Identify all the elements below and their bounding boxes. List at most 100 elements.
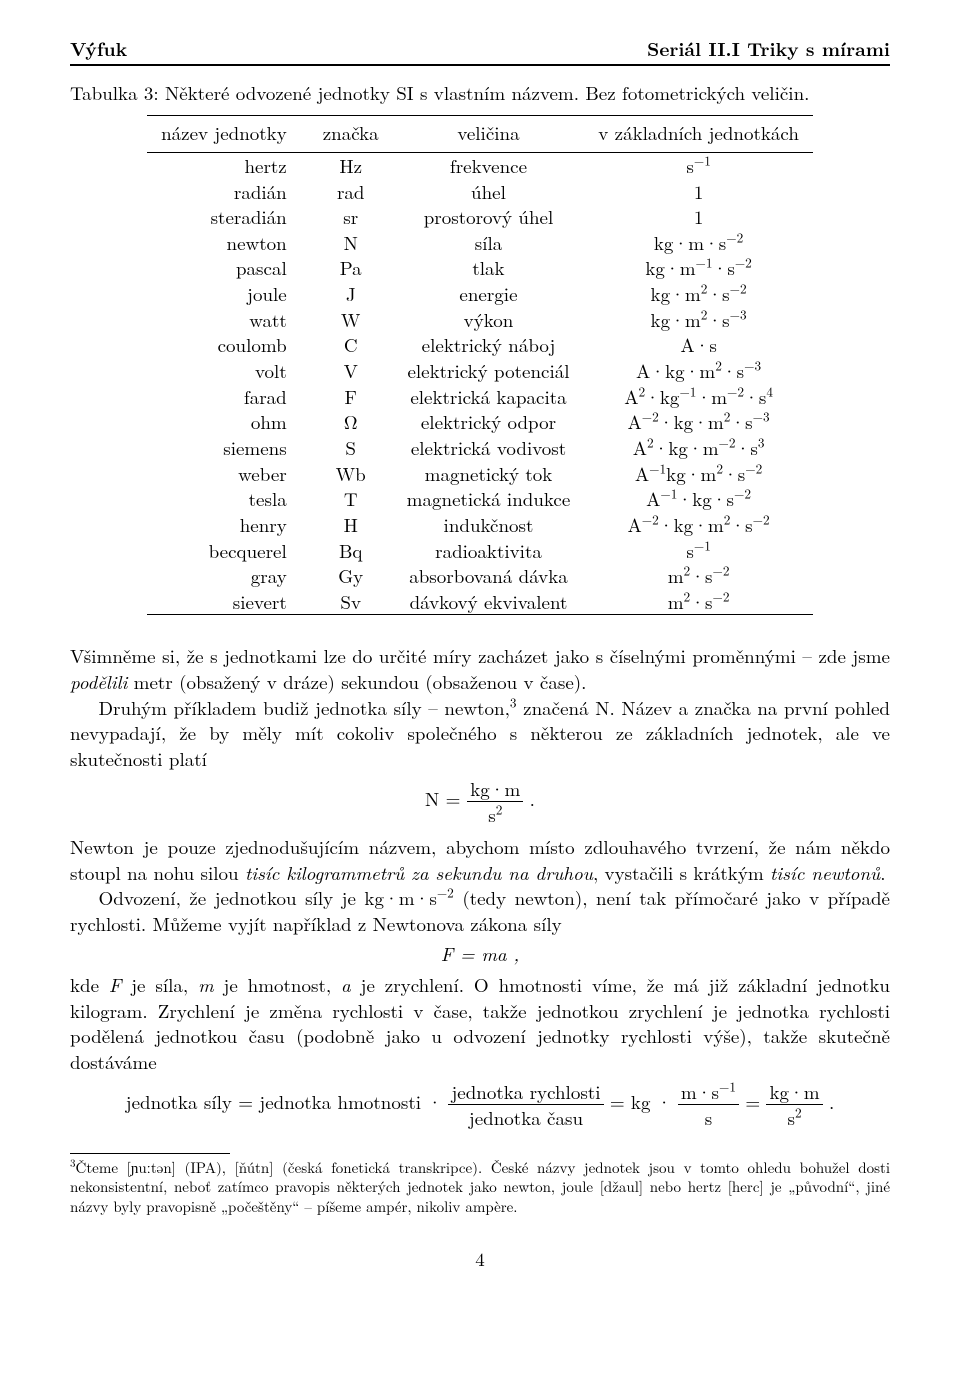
cell-quantity: energie [393,281,585,307]
cell-symbol: H [309,512,393,538]
cell-symbol: N [309,230,393,256]
cell-name: joule [147,281,309,307]
cell-quantity: elektrický potenciál [393,358,585,384]
table-row: voltVelektrický potenciálA·kg·m2·s−3 [147,358,813,384]
table-row: henryHindukčnostA−2·kg·m2·s−2 [147,512,813,538]
si-table-body: hertzHzfrekvences−1radiánradúhel1steradi… [147,152,813,615]
eq3-frac1-den: jednotka času [448,1105,603,1131]
cell-symbol: rad [309,179,393,205]
cell-name: newton [147,230,309,256]
paragraph-2: Druhým příkladem budiž jednotka síly – n… [70,695,890,772]
running-header-right: Seriál II.I Triky s mírami [647,36,890,62]
cell-name: pascal [147,255,309,281]
cell-symbol: J [309,281,393,307]
cell-base-units: A·kg·m2·s−3 [584,358,813,384]
eq3-frac1-num: jednotka rychlosti [448,1079,603,1106]
si-units-table: název jednotky značka veličina v základn… [147,115,813,615]
cell-name: siemens [147,435,309,461]
cell-name: watt [147,307,309,333]
running-header: Výfuk Seriál II.I Triky s mírami [70,36,890,66]
table-row: wattWvýkonkg·m2·s−3 [147,307,813,333]
eq3-frac3-num: kg·m [766,1079,822,1106]
cell-base-units: s−1 [584,152,813,178]
eq1-numerator: kg·m [467,776,523,803]
cell-quantity: tlak [393,255,585,281]
cell-symbol: S [309,435,393,461]
cell-base-units: A·s [584,332,813,358]
cell-quantity: elektrická vodivost [393,435,585,461]
table-row: pascalPatlakkg·m−1·s−2 [147,255,813,281]
cell-name: weber [147,461,309,487]
footnote-rule [70,1153,230,1154]
cell-quantity: síla [393,230,585,256]
eq3-frac1: jednotka rychlosti jednotka času [448,1079,603,1131]
cell-base-units: A−2·kg·m2·s−2 [584,512,813,538]
eq3-frac3: kg·m s2 [766,1079,822,1131]
cell-base-units: 1 [584,204,813,230]
cell-name: steradián [147,204,309,230]
equation-unit-derivation: jednotka síly = jednotka hmotnosti · jed… [70,1079,890,1131]
eq2-text: F = ma , [441,940,519,967]
paragraph-3: Newton je pouze zjednodušujícím názvem, … [70,834,890,885]
cell-symbol: V [309,358,393,384]
eq3-frac2-num: m·s−1 [678,1079,739,1106]
cell-symbol: Ω [309,409,393,435]
cell-quantity: radioaktivita [393,538,585,564]
cell-name: becquerel [147,538,309,564]
table-row: ohmΩelektrický odporA−2·kg·m2·s−3 [147,409,813,435]
cell-quantity: frekvence [393,152,585,178]
col-header-quantity: veličina [393,116,585,153]
page: Výfuk Seriál II.I Triky s mírami Tabulka… [0,0,960,1312]
cell-quantity: úhel [393,179,585,205]
cell-symbol: Bq [309,538,393,564]
cell-symbol: Pa [309,255,393,281]
eq3-end: . [829,1088,834,1115]
col-header-name: název jednotky [147,116,309,153]
cell-name: ohm [147,409,309,435]
table-row: grayGyabsorbovaná dávkam2·s−2 [147,563,813,589]
cell-symbol: T [309,486,393,512]
cell-base-units: A−1kg·m2·s−2 [584,461,813,487]
cell-quantity: absorbovaná dávka [393,563,585,589]
cell-base-units: A2·kg−1·m−2·s4 [584,384,813,410]
table-row: sievertSvdávkový ekvivalentm2·s−2 [147,589,813,615]
table-row: weberWbmagnetický tokA−1kg·m2·s−2 [147,461,813,487]
paragraph-4: Odvození, že jednotkou síly je kg·m·s−2 … [70,885,890,936]
table-row: hertzHzfrekvences−1 [147,152,813,178]
cell-symbol: Gy [309,563,393,589]
cell-symbol: sr [309,204,393,230]
table-row: steradiánsrprostorový úhel1 [147,204,813,230]
cell-base-units: kg·m·s−2 [584,230,813,256]
cell-quantity: prostorový úhel [393,204,585,230]
col-header-unit: v základních jednotkách [584,116,813,153]
cell-quantity: indukčnost [393,512,585,538]
eq3-left: jednotka síly = jednotka hmotnosti · [126,1088,442,1115]
equation-newton-def: N = kg·m s2 . [70,776,890,828]
cell-base-units: 1 [584,179,813,205]
cell-quantity: elektrický náboj [393,332,585,358]
si-table-wrap: název jednotky značka veličina v základn… [70,115,890,615]
table-row: siemensSelektrická vodivostA2·kg·m−2·s3 [147,435,813,461]
table-row: coulombCelektrický nábojA·s [147,332,813,358]
table-row: teslaTmagnetická indukceA−1·kg·s−2 [147,486,813,512]
footnote-3: 3Čteme [ɲuːtən] (IPA), [ňútn] (česká fon… [70,1158,890,1217]
col-header-symbol: značka [309,116,393,153]
cell-name: coulomb [147,332,309,358]
cell-base-units: A2·kg·m−2·s3 [584,435,813,461]
table-row: newtonNsílakg·m·s−2 [147,230,813,256]
page-number: 4 [70,1246,890,1272]
cell-symbol: Hz [309,152,393,178]
cell-symbol: F [309,384,393,410]
cell-quantity: elektrická kapacita [393,384,585,410]
cell-symbol: W [309,307,393,333]
table-caption: Tabulka 3: Některé odvozené jednotky SI … [70,80,890,106]
cell-base-units: kg·m2·s−2 [584,281,813,307]
eq1-fraction: kg·m s2 [467,776,523,828]
table-row: faradFelektrická kapacitaA2·kg−1·m−2·s4 [147,384,813,410]
cell-base-units: kg·m2·s−3 [584,307,813,333]
cell-quantity: magnetický tok [393,461,585,487]
table-row: radiánradúhel1 [147,179,813,205]
paragraph-1: Všimněme si, že s jednotkami lze do urči… [70,643,890,694]
cell-name: farad [147,384,309,410]
eq1-lhs: N = [425,785,460,812]
